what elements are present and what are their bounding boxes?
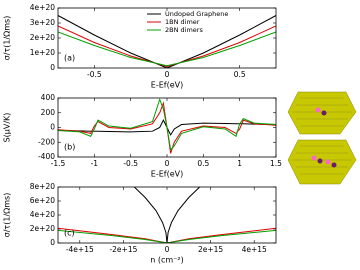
y-tick-label: 2e+20 — [30, 33, 55, 42]
x-tick-label: -0.5 — [123, 159, 138, 168]
x-tick-label: -2e+15 — [109, 245, 137, 254]
y-tick-label: -400 — [38, 152, 55, 161]
x-tick-label: 0 — [165, 70, 170, 79]
x-tick-label: 0.5 — [234, 70, 246, 79]
legend-label: 1BN dimer — [165, 18, 200, 26]
panel: -400 -200 0 200 400 -1.5 -1 -0.5 0 0.5 1 1.5 E-Ef(eV… — [3, 93, 283, 179]
y-tick-label: 0 — [50, 63, 55, 72]
x-tick-label: 2e+15 — [198, 245, 223, 254]
structure-1BN — [287, 91, 357, 135]
structure-2BN — [287, 139, 357, 185]
x-axis-label: E-Ef(eV) — [151, 170, 183, 179]
series-line — [58, 25, 276, 68]
x-axis-label: n (cm⁻²) — [150, 256, 183, 265]
panel-label: (b) — [64, 143, 75, 152]
y-tick-label: 200 — [41, 108, 56, 117]
y-tick-label: 3e+20 — [30, 18, 55, 27]
panel-label: (a) — [64, 54, 75, 63]
panel: 0 2e+20 4e+20 6e+20 8e+20 -4e+15 -2e+15 0 2e+15 4… — [3, 182, 277, 265]
series-line — [58, 98, 276, 151]
x-tick-label: 1.5 — [270, 159, 282, 168]
legend-label: Undoped Graphene — [165, 10, 228, 18]
panel: 0 1e+20 2e+20 3e+20 4e+20 -0.5 0 0.5 E-Ef(eV) σ/τ… — [3, 3, 277, 90]
series-line — [58, 15, 276, 68]
y-axis-label: σ/τ(1/Ωms) — [3, 16, 12, 61]
y-tick-label: 4e+20 — [30, 210, 55, 219]
x-tick-label: 0.5 — [197, 159, 209, 168]
y-tick-label: -200 — [38, 137, 55, 146]
series-line — [58, 31, 276, 67]
y-tick-label: 4e+20 — [30, 3, 55, 12]
plot-frame — [57, 97, 277, 158]
x-tick-label: 1 — [237, 159, 242, 168]
plot-frame — [57, 186, 277, 244]
series-line — [58, 229, 276, 243]
x-tick-label: 0 — [165, 159, 170, 168]
x-tick-label: 4e+15 — [242, 245, 267, 254]
y-tick-label: 8e+20 — [30, 182, 55, 191]
y-tick-label: 2e+20 — [30, 224, 55, 233]
y-tick-label: 1e+20 — [30, 48, 55, 57]
x-tick-label: 0 — [165, 245, 170, 254]
series-line — [133, 187, 201, 243]
series-line — [58, 227, 276, 243]
legend-label: 2BN dimers — [165, 26, 203, 34]
x-tick-label: -1 — [91, 159, 99, 168]
y-tick-label: 400 — [41, 93, 56, 102]
panel-label: (c) — [64, 229, 75, 238]
x-tick-label: -1.5 — [51, 159, 66, 168]
plot-frame — [57, 7, 277, 69]
x-tick-label: -4e+15 — [66, 245, 94, 254]
y-tick-label: 0 — [50, 238, 55, 247]
x-tick-label: -0.5 — [87, 70, 102, 79]
y-tick-label: 6e+20 — [30, 196, 55, 205]
y-tick-label: 0 — [50, 123, 55, 132]
y-axis-label: S(μV/K) — [3, 113, 12, 143]
x-axis-label: E-Ef(eV) — [151, 81, 183, 90]
y-axis-label: σ/τ(1/Ωms) — [3, 193, 12, 238]
